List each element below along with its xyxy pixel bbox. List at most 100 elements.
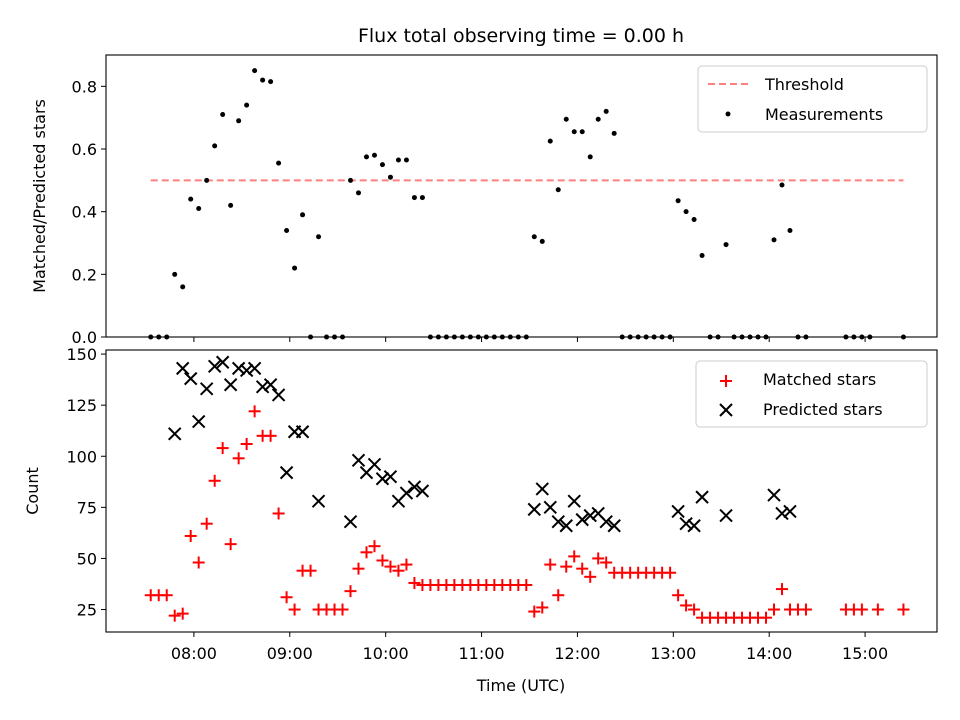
legend-predicted-swatch [719,403,733,417]
measurement-point [499,334,505,340]
predicted-star-marker [775,506,789,521]
bottom-y-ticks: 25 50 75 100 125 150 [66,345,106,620]
matched-star-marker [216,442,229,455]
measurement-point [803,334,809,340]
matched-star-marker [536,601,549,614]
measurement-point [635,334,641,340]
legend-measurements-label: Measurements [765,105,883,124]
measurement-point [172,271,178,277]
measurement-point [228,202,234,208]
matched-star-marker [584,570,597,583]
predicted-star-marker [343,514,358,529]
measurement-points [148,68,906,340]
predicted-star-marker [367,457,382,472]
measurement-point [691,217,697,222]
predicted-star-marker [383,469,398,484]
matched-star-marker [528,605,541,618]
x-tick-label: 14:00 [746,644,792,663]
measurement-point [851,334,857,340]
matched-star-marker [184,529,197,542]
matched-star-marker [672,589,685,602]
bottom-y-tick-label: 125 [66,396,97,415]
predicted-star-marker [575,512,589,527]
measurement-point [555,187,561,193]
measurement-point [643,334,649,340]
measurement-point [212,143,218,149]
measurement-point [316,234,322,240]
legend-measurements-swatch [725,111,731,117]
x-tick-label: 10:00 [363,644,409,663]
measurement-point [427,334,433,340]
legend-matched-swatch [720,375,732,387]
measurement-point [371,152,377,158]
matched-star-marker [240,438,253,450]
matched-star-marker [192,556,205,569]
measurement-point [276,160,282,166]
matched-star-marker [288,603,301,616]
measurement-point [795,334,801,340]
bottom-y-tick-label: 25 [77,601,97,620]
predicted-star-marker [263,378,278,392]
measurement-point [715,334,721,340]
predicted-star-marker [607,519,621,533]
predicted-star-marker [223,378,238,392]
legend-predicted-label: Predicted stars [763,400,883,419]
matched-star-marker [760,611,773,624]
predicted-star-marker [535,482,549,496]
matched-star-marker [376,554,389,567]
bottom-legend: Matched stars Predicted stars [695,360,928,428]
measurement-point [523,334,529,340]
predicted-star-marker [783,504,797,519]
predicted-star-marker [415,484,430,498]
measurement-point [196,206,202,212]
matched-star-marker [176,607,189,620]
predicted-star-marker [671,504,685,519]
measurement-point [467,334,473,340]
measurement-point [268,79,274,85]
measurement-point [148,334,154,340]
measurement-point [355,190,361,196]
measurement-point [611,130,617,136]
measurement-point [292,265,298,271]
measurement-point [627,334,633,340]
x-tick-label: 09:00 [267,644,313,663]
measurement-point [531,234,537,240]
chart-title: Flux total observing time = 0.00 h [358,25,684,47]
predicted-star-marker [191,414,206,429]
measurement-point [659,334,665,340]
measurement-point [459,334,465,340]
predicted-star-marker [543,500,557,515]
measurement-point [156,334,162,340]
predicted-star-marker [375,472,390,486]
bottom-legend-box [695,360,928,428]
predicted-star-marker [279,465,294,480]
measurement-point [220,112,226,118]
x-tick-label: 15:00 [842,644,888,663]
top-y-tick-label: 0.8 [72,77,97,96]
measurement-point [180,284,186,290]
matched-star-marker [897,603,910,616]
measurement-point [363,154,369,160]
measurement-point [771,237,777,243]
predicted-star-marker [215,355,230,369]
top-y-tick-label: 0.4 [72,203,97,222]
measurement-point [675,198,681,204]
predicted-star-marker [687,519,701,533]
measurement-point [859,334,865,340]
top-y-tick-label: 0.0 [72,328,97,347]
measurement-point [699,253,705,259]
matched-star-marker [200,517,213,530]
matched-star-marker [544,558,557,571]
measurement-point [491,334,497,340]
measurement-point [707,334,713,340]
measurement-point [252,68,258,74]
matched-star-marker [360,546,373,559]
bottom-axes-frame [105,349,938,633]
measurement-point [284,227,290,233]
measurement-point [579,129,585,135]
matched-star-marker [336,603,349,616]
measurement-point [260,77,266,83]
top-panel: Flux total observing time = 0.00 h 0.0 0.… [30,25,938,347]
measurement-point [204,177,210,183]
measurement-point [739,334,745,340]
